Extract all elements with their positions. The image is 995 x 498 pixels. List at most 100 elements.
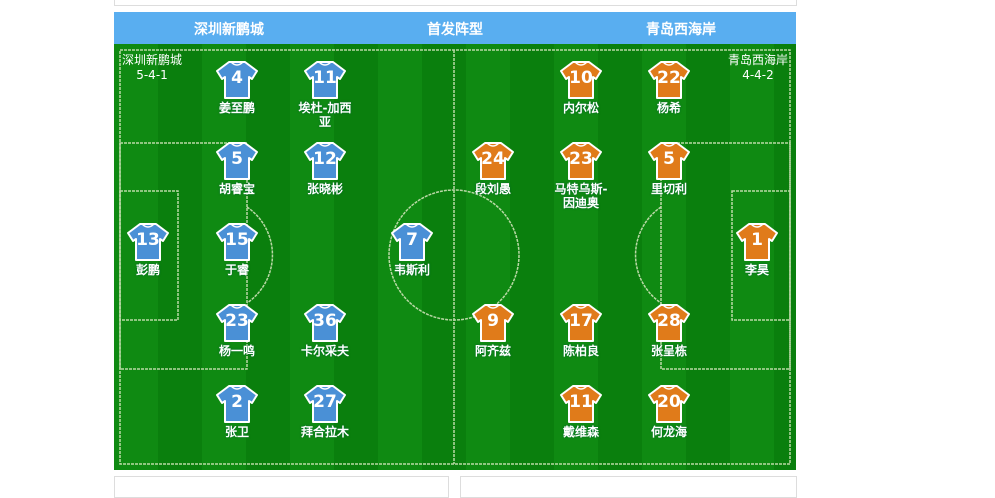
home-player[interactable]: 11 埃杜-加西亚 — [285, 61, 365, 129]
player-name: 张晓彬 — [306, 182, 343, 196]
home-player[interactable]: 15 于睿 — [197, 223, 277, 277]
shirt-icon: 5 — [216, 142, 258, 180]
top-panel — [114, 0, 797, 6]
shirt-icon: 15 — [216, 223, 258, 261]
shirt-icon: 22 — [648, 61, 690, 99]
away-player[interactable]: 17 陈柏良 — [541, 304, 621, 358]
shirt-number: 27 — [313, 392, 337, 412]
player-name: 韦斯利 — [393, 263, 430, 277]
shirt-number: 11 — [569, 392, 593, 412]
away-player[interactable]: 11 戴维森 — [541, 385, 621, 439]
away-player[interactable]: 23 马特乌斯-因迪奥 — [541, 142, 621, 210]
shirt-number: 1 — [751, 230, 763, 250]
shirt-icon: 5 — [648, 142, 690, 180]
shirt-icon: 24 — [472, 142, 514, 180]
shirt-icon: 20 — [648, 385, 690, 423]
shirt-number: 4 — [231, 68, 243, 88]
away-team-name: 青岛西海岸 — [727, 53, 788, 67]
shirt-icon: 4 — [216, 61, 258, 99]
away-player[interactable]: 5 里切利 — [629, 142, 709, 196]
home-formation: 5-4-1 — [136, 68, 168, 82]
shirt-number: 22 — [657, 68, 681, 88]
home-player[interactable]: 12 张晓彬 — [285, 142, 365, 196]
shirt-icon: 12 — [304, 142, 346, 180]
player-name: 胡睿宝 — [218, 182, 255, 196]
player-name: 内尔松 — [562, 101, 599, 115]
player-name: 杨希 — [656, 101, 681, 115]
home-player[interactable]: 5 胡睿宝 — [197, 142, 277, 196]
player-name: 彭鹏 — [135, 263, 160, 277]
shirt-icon: 28 — [648, 304, 690, 342]
away-formation: 4-4-2 — [742, 68, 774, 82]
away-player[interactable]: 24 段刘愚 — [453, 142, 533, 196]
shirt-icon: 23 — [216, 304, 258, 342]
bottom-panel-right — [460, 476, 797, 498]
shirt-icon: 10 — [560, 61, 602, 99]
player-name: 阿齐兹 — [474, 344, 511, 358]
bottom-panel-left — [114, 476, 449, 498]
player-name: 张呈栋 — [650, 344, 687, 358]
player-name: 里切利 — [650, 182, 687, 196]
home-team-name: 深圳新鹏城 — [122, 53, 183, 67]
home-player[interactable]: 7 韦斯利 — [372, 223, 452, 277]
shirt-icon: 9 — [472, 304, 514, 342]
away-player[interactable]: 28 张呈栋 — [629, 304, 709, 358]
shirt-number: 28 — [657, 311, 681, 331]
away-player[interactable]: 20 何龙海 — [629, 385, 709, 439]
shirt-icon: 23 — [560, 142, 602, 180]
shirt-icon: 11 — [560, 385, 602, 423]
home-team-tab: 深圳新鹏城 — [194, 22, 264, 38]
player-name: 戴维森 — [562, 425, 599, 439]
shirt-number: 20 — [657, 392, 681, 412]
shirt-icon: 13 — [127, 223, 169, 261]
shirt-number: 10 — [569, 68, 593, 88]
shirt-number: 7 — [406, 230, 418, 250]
football-pitch: 深圳新鹏城 5-4-1 青岛西海岸 4-4-2 4 姜至鹏 11 埃杜-加西亚 5 胡睿宝… — [114, 44, 796, 470]
player-name: 马特乌斯-因迪奥 — [554, 182, 608, 210]
player-name: 拜合拉木 — [300, 425, 349, 439]
shirt-icon: 27 — [304, 385, 346, 423]
shirt-number: 5 — [231, 149, 243, 169]
away-player[interactable]: 9 阿齐兹 — [453, 304, 533, 358]
away-player[interactable]: 10 内尔松 — [541, 61, 621, 115]
home-player[interactable]: 2 张卫 — [197, 385, 277, 439]
player-name: 卡尔采夫 — [300, 344, 349, 358]
shirt-number: 23 — [225, 311, 249, 331]
shirt-icon: 1 — [736, 223, 778, 261]
shirt-number: 5 — [663, 149, 675, 169]
shirt-number: 9 — [487, 311, 499, 331]
home-team-label: 深圳新鹏城 5-4-1 — [122, 53, 182, 83]
pitch-lines — [119, 49, 791, 465]
player-name: 埃杜-加西亚 — [298, 101, 352, 129]
shirt-icon: 7 — [391, 223, 433, 261]
home-player[interactable]: 13 彭鹏 — [108, 223, 188, 277]
shirt-icon: 36 — [304, 304, 346, 342]
away-team-label: 青岛西海岸 4-4-2 — [728, 53, 788, 83]
player-name: 段刘愚 — [474, 182, 511, 196]
away-player[interactable]: 1 李昊 — [717, 223, 797, 277]
shirt-number: 12 — [313, 149, 337, 169]
shirt-number: 13 — [136, 230, 160, 250]
player-name: 陈柏良 — [562, 344, 599, 358]
player-name: 张卫 — [224, 425, 249, 439]
lineup-header: 深圳新鹏城 首发阵型 青岛西海岸 — [114, 12, 796, 44]
player-name: 姜至鹏 — [218, 101, 255, 115]
shirt-number: 11 — [313, 68, 337, 88]
shirt-icon: 11 — [304, 61, 346, 99]
away-player[interactable]: 22 杨希 — [629, 61, 709, 115]
home-player[interactable]: 4 姜至鹏 — [197, 61, 277, 115]
home-player[interactable]: 36 卡尔采夫 — [285, 304, 365, 358]
away-team-tab: 青岛西海岸 — [646, 22, 716, 38]
shirt-number: 15 — [225, 230, 249, 250]
player-name: 李昊 — [744, 263, 769, 277]
shirt-number: 17 — [569, 311, 593, 331]
player-name: 于睿 — [224, 263, 249, 277]
home-player[interactable]: 23 杨一鸣 — [197, 304, 277, 358]
shirt-number: 36 — [313, 311, 337, 331]
shirt-number: 23 — [569, 149, 593, 169]
lineup-title: 首发阵型 — [427, 22, 483, 38]
shirt-icon: 2 — [216, 385, 258, 423]
shirt-number: 24 — [481, 149, 505, 169]
home-player[interactable]: 27 拜合拉木 — [285, 385, 365, 439]
player-name: 何龙海 — [650, 425, 687, 439]
